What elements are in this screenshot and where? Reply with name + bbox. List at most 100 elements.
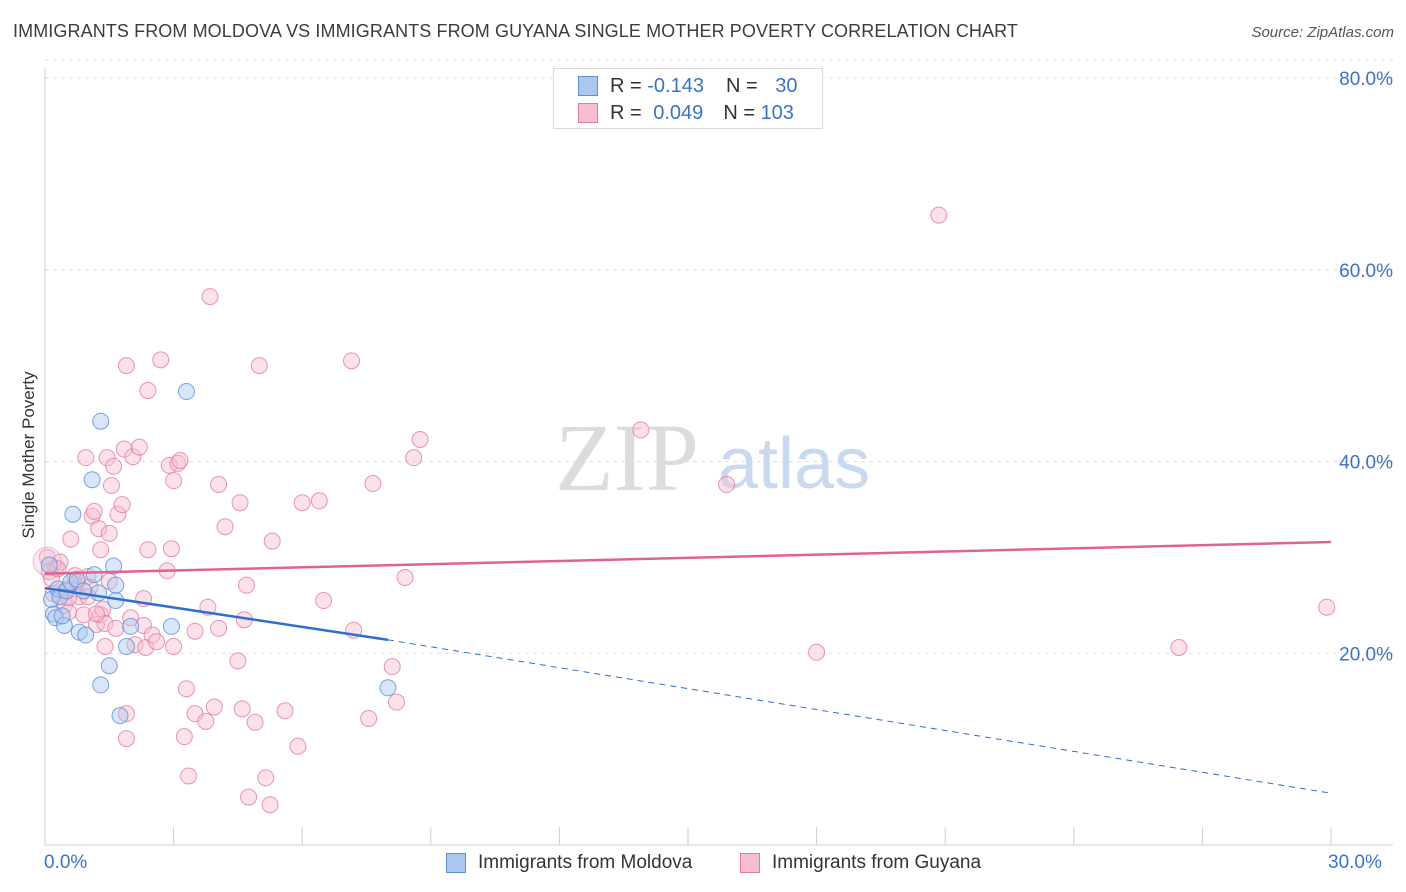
guyana-point — [92, 541, 110, 559]
moldova-point — [111, 707, 129, 725]
watermark-zip: ZIP — [555, 404, 699, 511]
guyana-point — [396, 569, 414, 587]
guyana-point — [276, 702, 294, 720]
guyana-point — [261, 796, 279, 814]
guyana-point — [117, 705, 135, 723]
guyana-point — [51, 553, 69, 571]
moldova-point — [85, 566, 103, 584]
moldova-point — [177, 383, 195, 401]
moldova-trend-line — [44, 586, 389, 642]
guyana-point — [160, 456, 178, 474]
legend-n-value: 103 — [760, 101, 794, 124]
guyana-point — [180, 767, 198, 785]
guyana-point — [263, 532, 281, 550]
moldova-point — [64, 505, 82, 523]
legend-swatch-moldova — [578, 76, 598, 96]
guyana-point — [165, 638, 183, 656]
y-tick-labels: 20.0% 40.0% 60.0% 80.0% — [1339, 69, 1393, 665]
guyana-point — [360, 709, 378, 727]
guyana-point — [165, 472, 183, 490]
grid-layer — [45, 59, 1393, 654]
moldova-point — [40, 556, 58, 574]
moldova-point — [75, 582, 93, 600]
moldova-point — [100, 657, 118, 675]
guyana-point — [107, 619, 125, 637]
source-label: Source: ZipAtlas.com — [1251, 24, 1394, 41]
guyana-point — [405, 449, 423, 467]
guyana-point — [388, 693, 406, 711]
guyana-point — [197, 712, 215, 730]
x-min-label: 0.0% — [44, 852, 88, 873]
guyana-point — [130, 438, 148, 456]
legend-row-guyana: R = 0.049 N = 103 — [578, 100, 794, 126]
guyana-point — [1318, 598, 1336, 616]
guyana-point — [87, 605, 105, 623]
guyana-point — [124, 448, 142, 466]
guyana-point — [139, 382, 157, 400]
guyana-point — [250, 357, 268, 375]
guyana-point — [117, 357, 135, 375]
legend-r-value: 0.049 — [653, 101, 704, 124]
guyana-point — [808, 643, 826, 661]
guyana-point — [100, 524, 118, 542]
guyana-point — [632, 421, 650, 439]
guyana-point — [169, 454, 187, 472]
axes-layer — [44, 68, 1393, 846]
moldova-point — [90, 584, 108, 602]
legend-r-label: R = — [610, 74, 642, 97]
y-tick-label: 60.0% — [1339, 261, 1393, 282]
guyana-point — [162, 540, 180, 558]
legend-n-label: N = — [725, 74, 758, 97]
legend-label-guyana: Immigrants from Guyana — [772, 852, 982, 873]
guyana-point — [75, 606, 93, 624]
guyana-point — [117, 730, 135, 748]
moldova-point — [51, 588, 69, 606]
guyana-point — [229, 652, 247, 670]
guyana-point — [32, 546, 62, 576]
legend-swatch-moldova — [446, 853, 466, 873]
legend-r-label: R = — [610, 101, 642, 124]
guyana-point — [113, 496, 131, 514]
watermark: ZIP atlas — [555, 404, 870, 511]
guyana-point — [122, 609, 140, 627]
guyana-point — [175, 728, 193, 746]
moldova-point — [92, 676, 110, 694]
guyana-point — [96, 615, 114, 633]
guyana-point — [411, 430, 429, 448]
x-max-label: 30.0% — [1328, 852, 1382, 873]
guyana-point — [98, 449, 116, 467]
guyana-point — [77, 449, 95, 467]
legend-label-moldova: Immigrants from Moldova — [478, 852, 693, 873]
guyana-point — [177, 680, 195, 698]
guyana-point — [62, 530, 80, 548]
guyana-point — [210, 476, 228, 494]
guyana-point — [1170, 638, 1188, 656]
guyana-points — [32, 206, 1336, 814]
moldova-point — [92, 412, 110, 430]
guyana-point — [257, 769, 275, 787]
guyana-point — [315, 592, 333, 610]
legend-item-moldova[interactable]: Immigrants from Moldova — [446, 852, 692, 874]
guyana-point — [152, 351, 170, 369]
guyana-point — [96, 638, 114, 656]
legend-item-guyana[interactable]: Immigrants from Guyana — [740, 852, 981, 874]
guyana-point — [216, 518, 234, 536]
guyana-point — [186, 622, 204, 640]
legend-n-label: N = — [723, 101, 755, 124]
guyana-point — [718, 476, 736, 494]
guyana-point — [240, 788, 258, 806]
watermark-atlas: atlas — [718, 424, 870, 504]
moldova-point — [53, 607, 71, 625]
guyana-point — [205, 698, 223, 716]
y-tick-label: 40.0% — [1339, 453, 1393, 474]
guyana-point — [109, 505, 127, 523]
legend-swatch-guyana — [740, 853, 760, 873]
moldova-point — [107, 576, 125, 594]
correlation-legend: R = -0.143 N = 30 R = 0.049 N = 103 — [553, 68, 823, 129]
guyana-point — [147, 633, 165, 651]
y-tick-label: 20.0% — [1339, 644, 1393, 665]
guyana-point — [90, 520, 108, 538]
guyana-point — [135, 616, 153, 634]
legend-r-value: -0.143 — [647, 74, 704, 97]
chart-title: IMMIGRANTS FROM MOLDOVA VS IMMIGRANTS FR… — [13, 21, 1019, 41]
